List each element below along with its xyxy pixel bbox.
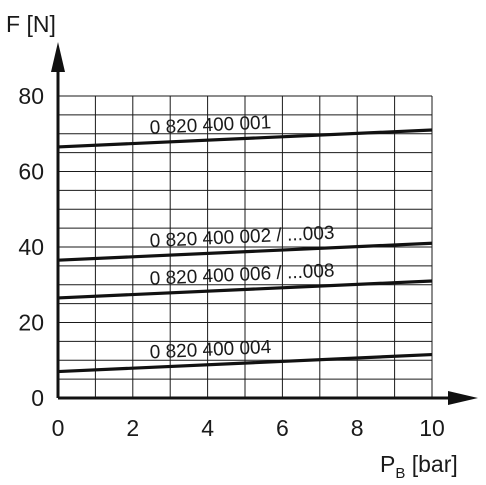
x-tick-label: 6 — [276, 415, 289, 441]
y-tick-label: 60 — [18, 159, 44, 185]
x-tick-label: 2 — [126, 415, 139, 441]
series-line-3 — [57, 279, 433, 300]
series-line-4 — [57, 352, 433, 374]
x-axis-arrowhead — [448, 391, 478, 405]
axes — [51, 42, 478, 405]
series-line-1 — [57, 128, 433, 149]
series-label-4: 0 820 400 004 — [149, 337, 272, 364]
y-tick-label: 40 — [18, 234, 44, 260]
y-axis-title: F [N] — [6, 11, 56, 37]
tick-labels: 0 2 4 6 8 10 0 20 40 60 80 — [18, 83, 444, 441]
y-axis-arrowhead — [51, 42, 65, 72]
x-tick-label: 0 — [52, 415, 65, 441]
y-tick-label: 80 — [18, 83, 44, 109]
x-axis-title-subscript: B — [395, 465, 405, 482]
y-tick-label: 20 — [18, 310, 44, 336]
y-tick-label: 0 — [31, 385, 44, 411]
x-axis-title-main: P — [380, 451, 395, 477]
series-label-1: 0 820 400 001 — [149, 112, 271, 138]
x-tick-label: 8 — [351, 415, 364, 441]
x-tick-label: 10 — [419, 415, 445, 441]
series-lines — [57, 128, 433, 374]
grid — [58, 95, 433, 398]
series-line-2 — [57, 241, 433, 262]
x-tick-label: 4 — [201, 415, 214, 441]
x-axis-title: PB [bar] — [380, 451, 458, 482]
x-axis-title-unit: [bar] — [405, 451, 457, 477]
